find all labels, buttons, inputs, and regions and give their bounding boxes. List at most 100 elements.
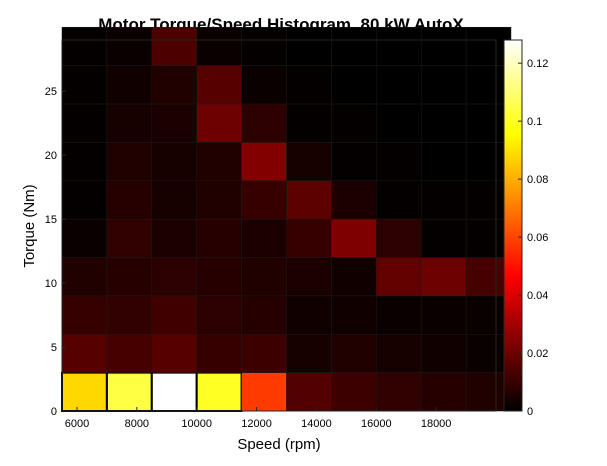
heatmap-cell [241, 333, 287, 373]
heatmap-cell [286, 295, 332, 335]
heatmap-cell [331, 26, 377, 66]
heatmap-cell [241, 257, 287, 297]
heatmap-cell [465, 103, 512, 143]
heatmap-cell [151, 333, 197, 373]
colorbar-tick-label: 0.02 [527, 348, 548, 360]
colorbar-tick-label: 0.12 [527, 58, 548, 70]
heatmap-cell [241, 142, 287, 181]
heatmap-cell [420, 65, 467, 105]
heatmap-cell [196, 257, 242, 297]
heatmap-cell [376, 180, 422, 220]
colorbar-tick-label: 0.08 [527, 174, 548, 186]
y-tick-label: 10 [45, 278, 57, 290]
heatmap-cell [420, 26, 467, 66]
heatmap-cell [151, 26, 197, 66]
x-tick-label: 14000 [301, 418, 332, 430]
heatmap-cell [61, 65, 108, 105]
heatmap-cell [286, 26, 332, 66]
heatmap-cell [61, 333, 108, 373]
heatmap-cell [331, 65, 377, 105]
heatmap-cell [106, 103, 153, 143]
heatmap-cell [61, 142, 108, 181]
heatmap-cell [241, 26, 287, 66]
heatmap-cell [241, 65, 287, 105]
heatmap-cell [196, 295, 242, 335]
x-tick-label: 6000 [65, 418, 89, 430]
colorbar-tick-label: 0.1 [527, 116, 542, 128]
heatmap-cell [151, 295, 197, 335]
heatmap-cell [465, 142, 512, 181]
heatmap-cell [376, 295, 422, 335]
heatmap-cell [196, 142, 242, 181]
x-tick-label: 18000 [421, 418, 452, 430]
heatmap-cell [106, 218, 153, 258]
heatmap-cell [376, 257, 422, 297]
y-axis-ticks: 0 5 10 15 20 25 [45, 86, 66, 418]
heatmap-cell [241, 295, 287, 335]
heatmap-cell [106, 333, 153, 373]
heatmap-cell [465, 65, 512, 105]
heatmap-cell [331, 142, 377, 181]
heatmap-cell [286, 333, 332, 373]
heatmap-cell [465, 180, 512, 220]
heatmap-cell [61, 26, 108, 66]
colorbar-tick-label: 0.06 [527, 232, 548, 244]
heatmap-cell [61, 371, 108, 412]
heatmap-cell [420, 180, 467, 220]
heatmap-cell [151, 65, 197, 105]
heatmap-cell [331, 103, 377, 143]
heatmap-cell [376, 65, 422, 105]
x-axis-ticks: 6000 8000 10000 12000 14000 16000 18000 [65, 407, 452, 430]
heatmap-cell [420, 372, 467, 412]
heatmap-cell [61, 295, 108, 335]
heatmap-cell [106, 295, 153, 335]
heatmap-cell [286, 103, 332, 143]
y-tick-label: 15 [45, 214, 57, 226]
heatmap-cell [151, 103, 197, 143]
heatmap-cell [465, 26, 512, 66]
heatmap-cell [196, 26, 242, 66]
y-tick-label: 20 [45, 150, 57, 162]
heatmap-cell [241, 103, 287, 143]
heatmap-cell [420, 295, 467, 335]
heatmap-cell [286, 142, 332, 181]
heatmap-cell [196, 103, 242, 143]
heatmap-cell [241, 180, 287, 220]
colorbar [503, 39, 523, 412]
heatmap-cell [331, 180, 377, 220]
x-tick-label: 12000 [241, 418, 272, 430]
heatmap-cell [331, 257, 377, 297]
y-tick-label: 25 [45, 86, 57, 98]
heatmap-cell [286, 257, 332, 297]
heatmap-cell [420, 103, 467, 143]
heatmap-cell [241, 218, 287, 258]
colorbar-ticks: 0 0.02 0.04 0.06 0.08 0.1 0.12 [518, 58, 548, 418]
heatmap-cell [196, 65, 242, 105]
heatmap-cell [151, 142, 197, 181]
heatmap-cell [465, 333, 512, 373]
x-tick-label: 8000 [125, 418, 149, 430]
heatmap-cell [61, 218, 108, 258]
heatmap-cell [105, 371, 153, 412]
heatmap-cell [420, 257, 467, 297]
heatmap-cell [331, 218, 377, 258]
heatmap-cell [151, 180, 197, 220]
heatmap-cell [106, 65, 153, 105]
heatmap-cell [195, 371, 243, 412]
heatmap-cell [331, 295, 377, 335]
heatmap-cell [61, 180, 108, 220]
x-tick-label: 10000 [181, 418, 212, 430]
heatmap-cell [196, 333, 242, 373]
heatmap-cell [286, 65, 332, 105]
heatmap-cell [376, 218, 422, 258]
heatmap-cell [241, 372, 287, 412]
heatmap-cell [106, 26, 153, 66]
heatmap-cell [376, 372, 422, 412]
heatmap-cell [61, 103, 108, 143]
heatmap-cell [286, 180, 332, 220]
heatmap-cell [196, 218, 242, 258]
plot-area-frame [61, 39, 497, 412]
heatmap-cell [151, 218, 197, 258]
